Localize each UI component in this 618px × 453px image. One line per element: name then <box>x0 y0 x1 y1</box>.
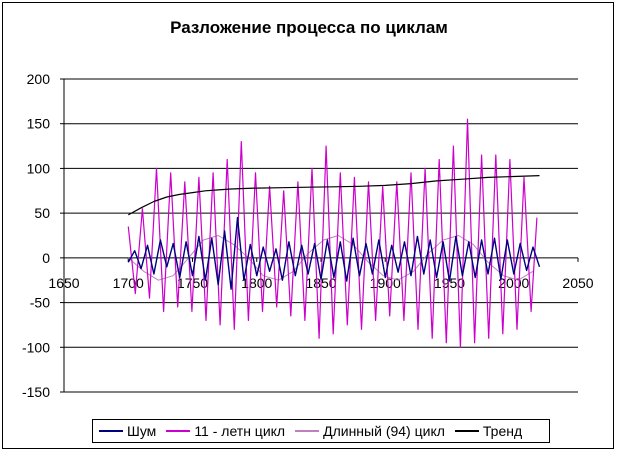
legend-label: 11 - летн цикл <box>194 423 286 439</box>
legend: Шум 11 - летн цикл Длинный (94) цикл Тренд <box>92 419 550 443</box>
legend-label: Тренд <box>482 423 523 439</box>
series-line-2 <box>127 235 534 281</box>
legend-swatch <box>454 430 479 432</box>
y-tick-label: 0 <box>42 250 50 266</box>
y-tick-label: 150 <box>27 116 51 132</box>
legend-swatch <box>295 430 320 432</box>
legend-item: Шум <box>99 423 156 439</box>
legend-label: Шум <box>127 423 157 439</box>
y-tick-label: 200 <box>27 71 51 87</box>
chart-title: Разложение процесса по циклам <box>170 18 448 37</box>
y-tick-label: 50 <box>34 205 50 221</box>
x-tick-label: 1650 <box>48 275 79 291</box>
grid-lines <box>64 78 578 393</box>
y-tick-label: -100 <box>22 339 50 355</box>
legend-item: Длинный (94) цикл <box>295 423 445 439</box>
series-line-3 <box>128 175 540 216</box>
y-tick-label: -150 <box>22 384 50 400</box>
legend-item: 11 - летн цикл <box>166 423 285 439</box>
series-lines <box>127 118 541 348</box>
legend-label: Длинный (94) цикл <box>323 423 445 439</box>
x-tick-label: 1700 <box>113 275 144 291</box>
legend-swatch <box>99 430 123 432</box>
y-tick-label: -50 <box>30 295 50 311</box>
x-tick-label: 1750 <box>177 275 208 291</box>
axes <box>60 78 579 393</box>
series-line-1 <box>127 118 538 348</box>
x-tick-label: 2000 <box>498 275 529 291</box>
legend-swatch <box>166 430 191 432</box>
chart-frame <box>2 2 614 449</box>
x-tick-label: 2050 <box>562 275 593 291</box>
series-line-0 <box>127 216 541 290</box>
y-tick-label: 100 <box>27 160 51 176</box>
legend-item: Тренд <box>454 423 523 439</box>
